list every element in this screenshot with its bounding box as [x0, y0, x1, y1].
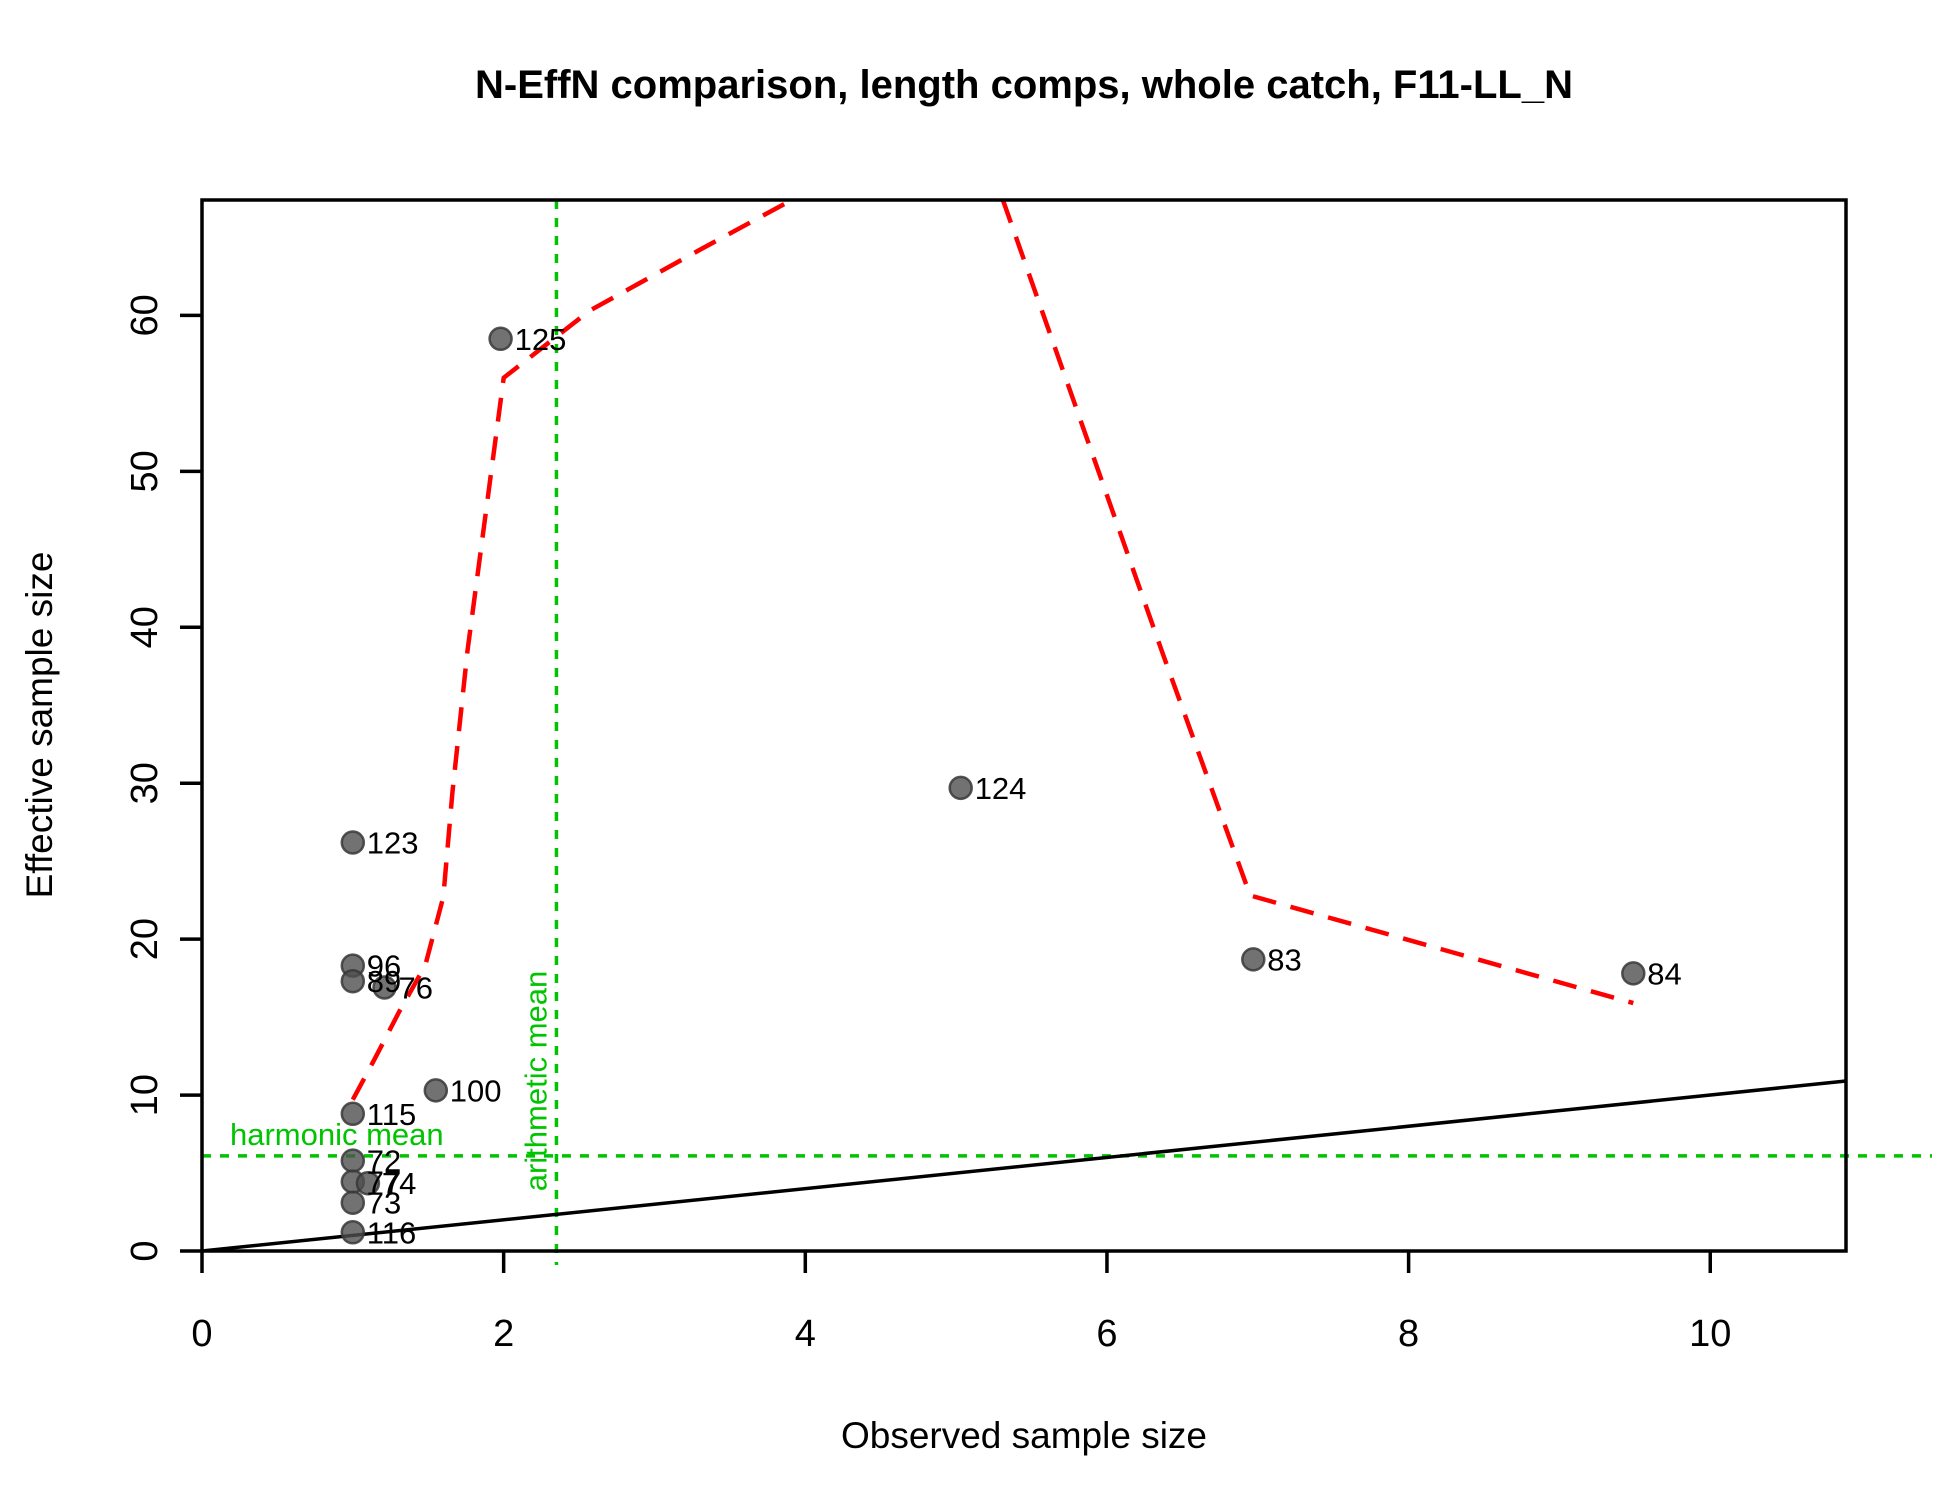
- point-label: 96: [367, 949, 401, 984]
- y-tick-label: 30: [124, 762, 166, 804]
- x-tick-label: 2: [493, 1313, 514, 1355]
- y-tick-label: 60: [124, 294, 166, 336]
- plot-box: [200, 198, 1848, 1253]
- point-label: 115: [367, 1097, 416, 1132]
- data-point: [340, 1220, 366, 1245]
- y-axis-title: Effective sample size: [19, 552, 60, 899]
- data-point: [340, 1190, 366, 1215]
- y-tick-label: 50: [124, 450, 166, 492]
- x-tick-label: 4: [795, 1313, 816, 1355]
- data-point: [1621, 961, 1646, 986]
- x-tick-label: 0: [191, 1313, 212, 1355]
- data-point: [488, 326, 513, 352]
- y-tick-label: 0: [124, 1240, 166, 1261]
- y-tick-label: 20: [124, 918, 166, 960]
- point-label: 76: [399, 971, 433, 1006]
- x-axis-title: Observed sample size: [841, 1415, 1207, 1456]
- point-label: 124: [975, 771, 1027, 806]
- point-label: 100: [450, 1073, 502, 1108]
- data-point: [355, 1170, 381, 1196]
- data-point: [372, 975, 397, 1000]
- point-label: 77: [367, 1165, 401, 1200]
- point-label: 73: [367, 1186, 401, 1221]
- loess-smoother-line: [350, 198, 1634, 1101]
- data-point: [340, 1148, 366, 1173]
- data-point: [340, 1101, 366, 1127]
- point-label: 116: [367, 1215, 416, 1250]
- point-label: 123: [367, 826, 419, 861]
- data-points-layer: [340, 326, 1646, 1245]
- point-label: 83: [1267, 942, 1301, 977]
- point-label: 72: [367, 1144, 401, 1179]
- loess-segment: [350, 198, 793, 1101]
- x-tick-label: 8: [1398, 1313, 1419, 1355]
- data-point: [948, 775, 973, 801]
- point-label: 125: [515, 322, 567, 357]
- y-tick-label: 40: [124, 606, 166, 648]
- loess-segment: [1000, 199, 1634, 1006]
- chart-title: N-EffN comparison, length comps, whole c…: [475, 63, 1573, 107]
- data-point: [1241, 947, 1266, 972]
- mean-reference-lines: [202, 200, 1932, 1265]
- harmonic-mean-label: harmonic mean: [230, 1117, 444, 1152]
- data-point: [340, 830, 366, 855]
- x-tick-label: 6: [1096, 1313, 1117, 1355]
- identity-line: [201, 1079, 1847, 1253]
- point-label: 89: [367, 964, 401, 999]
- data-point: [423, 1078, 449, 1103]
- arithmetic-mean-label: arithmetic mean: [518, 971, 553, 1192]
- one-to-one-line: [201, 1079, 1847, 1253]
- x-tick-label: 10: [1689, 1313, 1731, 1355]
- point-label: 74: [382, 1166, 416, 1201]
- point-label: 84: [1647, 956, 1681, 991]
- y-tick-label: 10: [124, 1074, 166, 1116]
- data-point: [340, 968, 366, 994]
